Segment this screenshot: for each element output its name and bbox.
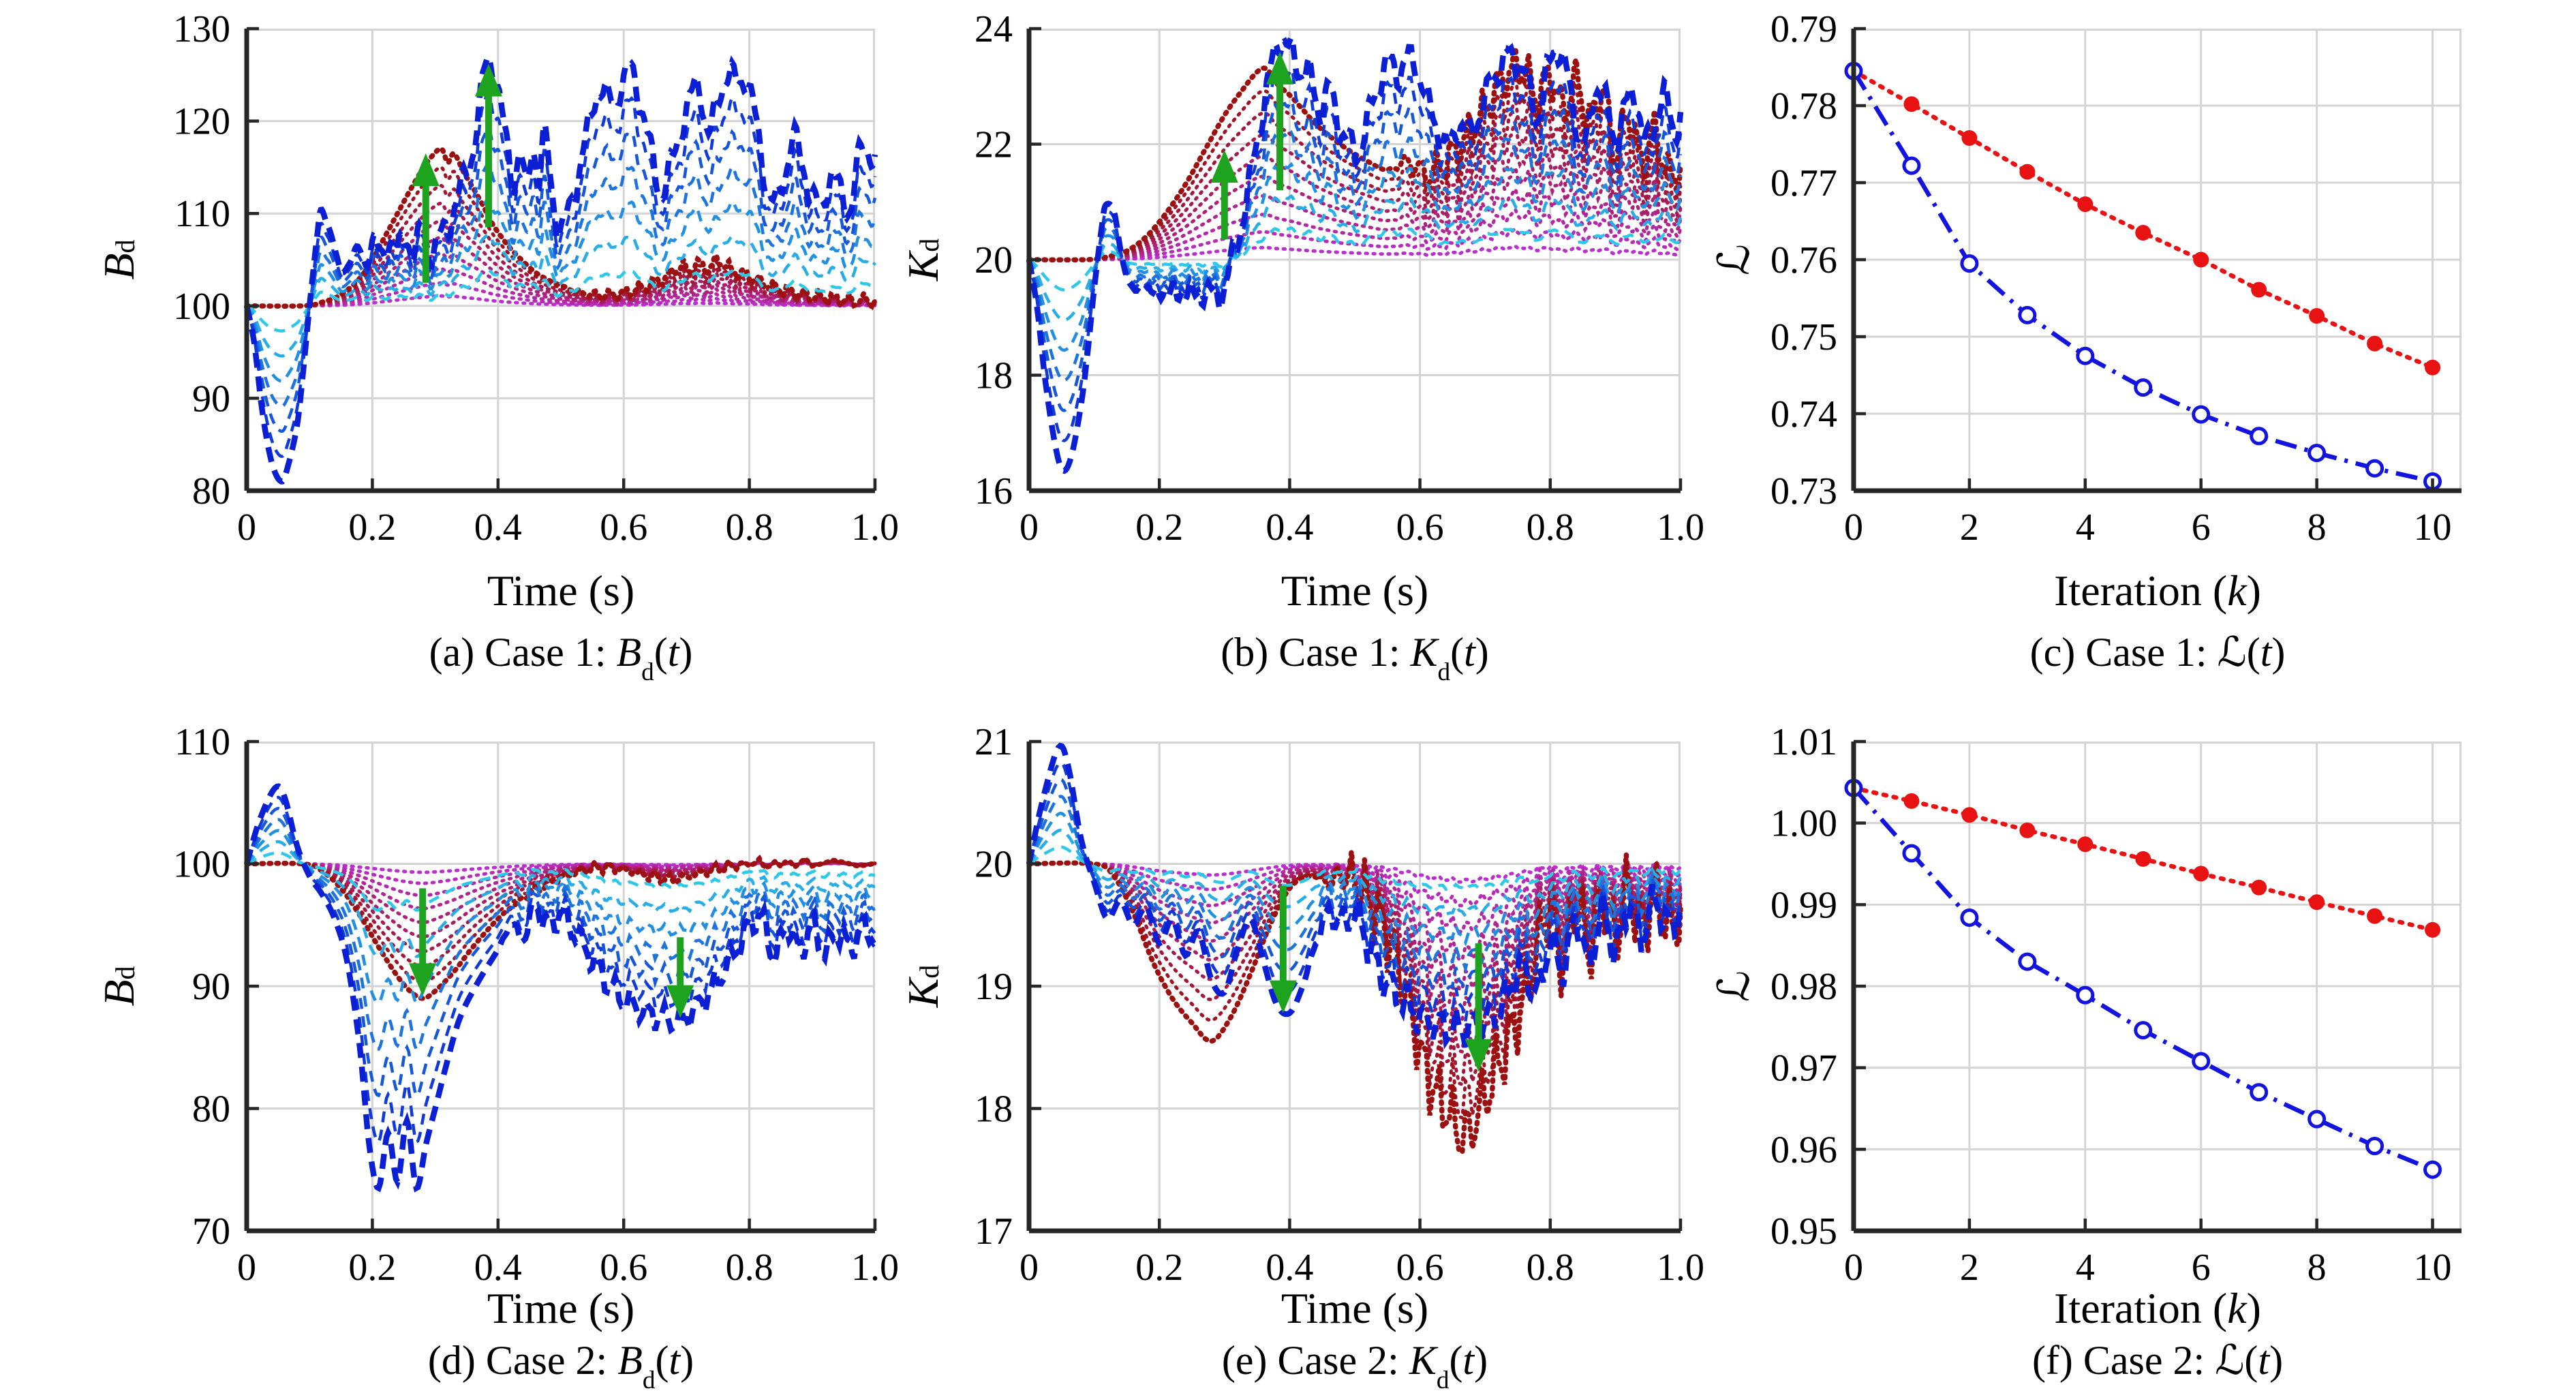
subplot-caption-c: (c) Case 1: ℒ(t) xyxy=(2029,628,2286,676)
svg-text:0.98: 0.98 xyxy=(1770,966,1837,1008)
y-axis-label-c: ℒ xyxy=(1709,243,1760,276)
svg-text:1.0: 1.0 xyxy=(851,1247,899,1289)
subplot-caption-b: (b) Case 1: Kd(t) xyxy=(1221,630,1489,687)
svg-text:0.76: 0.76 xyxy=(1770,239,1837,281)
svg-text:2: 2 xyxy=(1960,1247,1979,1289)
svg-text:0: 0 xyxy=(1019,1247,1039,1289)
svg-text:22: 22 xyxy=(975,124,1013,166)
svg-text:120: 120 xyxy=(173,101,230,143)
svg-text:100: 100 xyxy=(173,286,230,328)
svg-text:6: 6 xyxy=(2192,1247,2211,1289)
svg-text:6: 6 xyxy=(2192,506,2211,549)
svg-text:1.00: 1.00 xyxy=(1770,803,1837,845)
subplot-c-canvas: 0 2 4 6 8 10 0.73 0.74 0.75 0.76 0.77 0.78 0.79 xyxy=(1770,8,2462,549)
subplot-b-canvas: 0 0.2 0.4 0.6 0.8 1.0 16 18 20 22 24 xyxy=(975,8,1704,549)
svg-text:0.4: 0.4 xyxy=(1266,506,1313,549)
svg-text:19: 19 xyxy=(975,966,1013,1008)
svg-text:10: 10 xyxy=(2414,506,2452,549)
svg-text:18: 18 xyxy=(975,355,1013,397)
svg-text:0.99: 0.99 xyxy=(1770,884,1837,926)
x-axis-label-d: Time (s) xyxy=(487,1284,635,1332)
svg-text:0.78: 0.78 xyxy=(1770,85,1837,127)
svg-text:100: 100 xyxy=(173,844,230,886)
svg-text:0.8: 0.8 xyxy=(726,1247,773,1289)
svg-text:24: 24 xyxy=(975,8,1013,50)
subplot-a-canvas: 0 0.2 0.4 0.6 0.8 1.0 80 90 100 110 120 130 xyxy=(173,8,899,549)
svg-text:0.97: 0.97 xyxy=(1770,1048,1837,1090)
svg-text:0.74: 0.74 xyxy=(1770,393,1837,435)
svg-text:0.75: 0.75 xyxy=(1770,316,1837,358)
svg-text:80: 80 xyxy=(192,470,230,513)
svg-text:90: 90 xyxy=(192,378,230,420)
svg-text:0.73: 0.73 xyxy=(1770,470,1837,513)
svg-text:80: 80 xyxy=(192,1088,230,1131)
svg-text:0.4: 0.4 xyxy=(1266,1247,1313,1289)
svg-text:70: 70 xyxy=(192,1210,230,1253)
subplot-caption-e: (e) Case 2: Kd(t) xyxy=(1221,1338,1488,1391)
svg-text:0: 0 xyxy=(1019,506,1039,549)
svg-text:0.2: 0.2 xyxy=(1135,1247,1183,1289)
svg-text:16: 16 xyxy=(975,470,1013,513)
svg-text:0: 0 xyxy=(237,506,256,549)
svg-text:0.79: 0.79 xyxy=(1770,8,1837,50)
svg-text:0.6: 0.6 xyxy=(600,1247,647,1289)
svg-text:8: 8 xyxy=(2307,1247,2327,1289)
svg-text:130: 130 xyxy=(173,8,230,50)
x-axis-label-f: Iteration (k) xyxy=(2054,1284,2261,1332)
svg-text:4: 4 xyxy=(2076,506,2095,549)
svg-text:8: 8 xyxy=(2307,506,2327,549)
subplot-caption-d: (d) Case 2: Bd(t) xyxy=(427,1338,694,1391)
svg-text:0.77: 0.77 xyxy=(1770,162,1837,204)
svg-text:17: 17 xyxy=(975,1210,1013,1253)
x-axis-label-e: Time (s) xyxy=(1281,1284,1429,1332)
svg-text:0: 0 xyxy=(237,1247,256,1289)
subplot-e-canvas: 0 0.2 0.4 0.6 0.8 1.0 17 18 19 20 21 xyxy=(975,721,1704,1289)
svg-text:0.96: 0.96 xyxy=(1770,1129,1837,1171)
svg-text:1.0: 1.0 xyxy=(1657,1247,1704,1289)
svg-text:0: 0 xyxy=(1844,506,1863,549)
subplot-d-canvas: 0 0.2 0.4 0.6 0.8 1.0 70 80 90 100 110 xyxy=(173,721,899,1289)
subplot-caption-a: (a) Case 1: Bd(t) xyxy=(429,630,693,687)
svg-text:0.4: 0.4 xyxy=(474,506,522,549)
svg-text:1.0: 1.0 xyxy=(851,506,899,549)
x-axis-label-b: Time (s) xyxy=(1281,566,1429,615)
x-axis-label-a: Time (s) xyxy=(487,566,635,615)
svg-text:0: 0 xyxy=(1844,1247,1863,1289)
svg-text:0.2: 0.2 xyxy=(348,506,396,549)
svg-text:0.6: 0.6 xyxy=(1396,1247,1444,1289)
svg-text:0.6: 0.6 xyxy=(1396,506,1444,549)
svg-text:10: 10 xyxy=(2414,1247,2452,1289)
svg-text:1.01: 1.01 xyxy=(1770,721,1837,763)
svg-text:0.6: 0.6 xyxy=(600,506,647,549)
svg-text:0.2: 0.2 xyxy=(1135,506,1183,549)
x-axis-label-c: Iteration (k) xyxy=(2054,566,2261,615)
svg-text:1.0: 1.0 xyxy=(1657,506,1704,549)
svg-text:0.8: 0.8 xyxy=(1527,1247,1574,1289)
svg-text:21: 21 xyxy=(975,721,1013,763)
subplot-caption-f: (f) Case 2: ℒ(t) xyxy=(2031,1336,2284,1384)
svg-text:0.4: 0.4 xyxy=(474,1247,522,1289)
svg-text:20: 20 xyxy=(975,844,1013,886)
svg-text:0.2: 0.2 xyxy=(348,1247,396,1289)
svg-text:18: 18 xyxy=(975,1088,1013,1131)
svg-text:0.95: 0.95 xyxy=(1770,1210,1837,1253)
svg-text:0.8: 0.8 xyxy=(1527,506,1574,549)
svg-text:4: 4 xyxy=(2076,1247,2095,1289)
y-axis-label-f: ℒ xyxy=(1709,970,1760,1003)
svg-text:110: 110 xyxy=(174,721,230,763)
svg-text:90: 90 xyxy=(192,966,230,1008)
svg-text:20: 20 xyxy=(975,239,1013,281)
svg-text:0.8: 0.8 xyxy=(726,506,773,549)
svg-text:2: 2 xyxy=(1960,506,1979,549)
svg-text:110: 110 xyxy=(174,193,230,235)
subplot-f-canvas: 0 2 4 6 8 10 0.95 0.96 0.97 0.98 0.99 1.00 1.01 xyxy=(1770,721,2462,1289)
